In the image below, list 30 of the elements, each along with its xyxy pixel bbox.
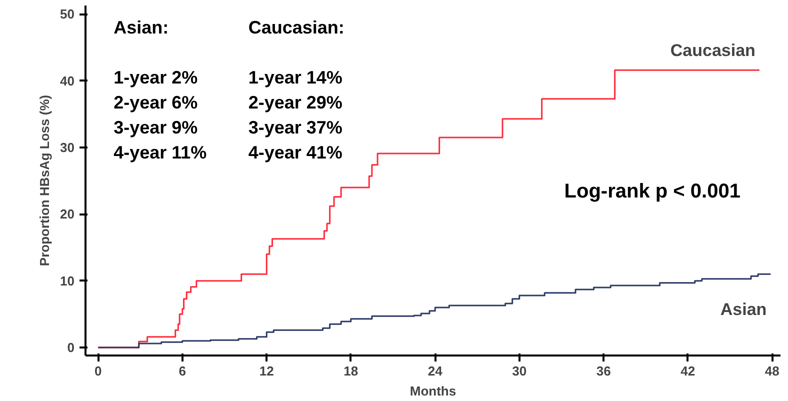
y-tick-label: 20 (60, 206, 75, 222)
x-tick-label: 36 (596, 364, 611, 378)
x-tick-label: 48 (764, 364, 780, 378)
annotation: Caucasian: (248, 18, 344, 38)
annotation: 4-year 41% (248, 142, 342, 162)
annotation: 3-year 37% (248, 118, 342, 138)
annotation: 2-year 6% (114, 92, 198, 112)
y-tick-label: 10 (60, 273, 75, 288)
y-tick-label: 0 (67, 340, 75, 355)
annotation: Asian: (114, 18, 169, 38)
series-label: Caucasian (670, 41, 756, 60)
x-tick-label: 18 (344, 364, 358, 378)
annotation: Log-rank p < 0.001 (564, 180, 740, 202)
annotation: 1-year 2% (114, 68, 198, 88)
annotation: 1-year 14% (248, 68, 342, 88)
y-tick-label: 50 (60, 6, 75, 22)
x-tick-label: 6 (178, 364, 186, 378)
y-tick-label: 30 (60, 140, 75, 155)
annotation: 4-year 11% (114, 142, 207, 162)
x-axis-title: Months (410, 384, 456, 398)
annotation: 2-year 29% (248, 92, 342, 112)
y-axis-title: Proportion HBsAg Loss (%) (37, 94, 52, 266)
series-label: Asian (720, 300, 767, 320)
y-tick-label: 40 (60, 73, 75, 88)
x-tick-label: 12 (259, 364, 274, 378)
x-tick-label: 24 (428, 364, 444, 378)
x-tick-label: 30 (512, 364, 527, 378)
x-tick-label: 0 (94, 364, 102, 378)
x-tick-label: 42 (680, 364, 696, 378)
annotation: 3-year 9% (114, 118, 198, 138)
